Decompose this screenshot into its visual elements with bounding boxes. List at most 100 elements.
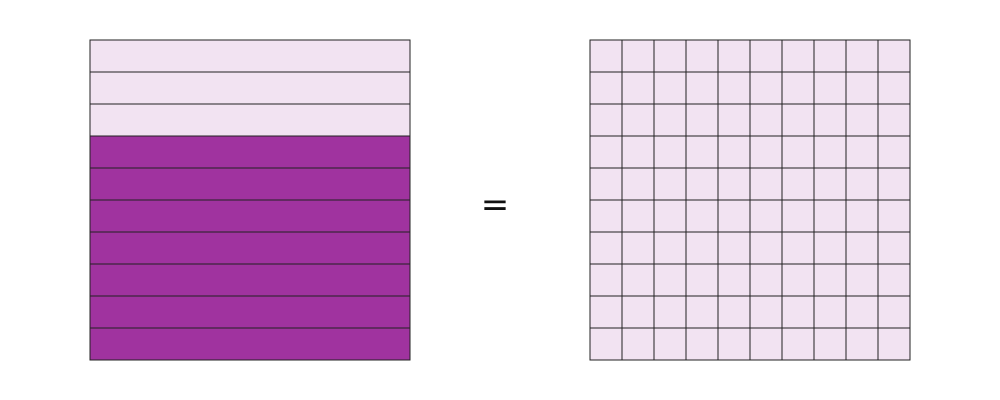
grid-cell bbox=[653, 39, 687, 73]
unshaded-strip bbox=[89, 103, 411, 137]
grid-cell bbox=[749, 263, 783, 297]
grid-cell bbox=[845, 71, 879, 105]
grid-cell bbox=[749, 71, 783, 105]
grid-cell bbox=[877, 295, 911, 329]
grid-cell bbox=[653, 167, 687, 201]
grid-cell bbox=[621, 71, 655, 105]
grid-cell bbox=[813, 103, 847, 137]
grid-cell bbox=[877, 167, 911, 201]
grid-cell bbox=[717, 39, 751, 73]
grid-cell bbox=[781, 167, 815, 201]
grid-cell bbox=[845, 39, 879, 73]
grid-cell bbox=[813, 263, 847, 297]
grid-cell bbox=[717, 295, 751, 329]
grid-cell bbox=[685, 295, 719, 329]
grid-cell bbox=[877, 135, 911, 169]
grid-cell bbox=[749, 103, 783, 137]
shaded-strip bbox=[89, 199, 411, 233]
grid-cell bbox=[653, 327, 687, 361]
hundredths-grid-model bbox=[589, 39, 911, 361]
grid-cell bbox=[621, 327, 655, 361]
grid-cell bbox=[813, 231, 847, 265]
grid-cell bbox=[717, 231, 751, 265]
grid-cell bbox=[685, 71, 719, 105]
grid-cell bbox=[877, 71, 911, 105]
grid-cell bbox=[749, 135, 783, 169]
grid-cell bbox=[877, 263, 911, 297]
shaded-strip bbox=[89, 327, 411, 361]
shaded-strip bbox=[89, 295, 411, 329]
grid-cell bbox=[653, 71, 687, 105]
grid-cell bbox=[845, 103, 879, 137]
grid-cell bbox=[589, 295, 623, 329]
grid-cell bbox=[781, 71, 815, 105]
grid-cell bbox=[653, 199, 687, 233]
grid-cell bbox=[589, 231, 623, 265]
unshaded-strip bbox=[89, 39, 411, 73]
grid-cell bbox=[589, 103, 623, 137]
grid-cell bbox=[589, 71, 623, 105]
grid-cell bbox=[589, 167, 623, 201]
grid-cell bbox=[781, 135, 815, 169]
unshaded-strip bbox=[89, 71, 411, 105]
grid-cell bbox=[717, 327, 751, 361]
grid-cell bbox=[685, 263, 719, 297]
grid-cell bbox=[845, 135, 879, 169]
grid-cell bbox=[685, 103, 719, 137]
grid-cell bbox=[845, 167, 879, 201]
grid-cell bbox=[845, 327, 879, 361]
grid-cell bbox=[685, 135, 719, 169]
grid-cell bbox=[749, 231, 783, 265]
grid-cell bbox=[781, 327, 815, 361]
grid-cell bbox=[685, 39, 719, 73]
shaded-strip bbox=[89, 167, 411, 201]
grid-cell bbox=[621, 199, 655, 233]
grid-cell bbox=[621, 103, 655, 137]
grid-cell bbox=[813, 71, 847, 105]
grid-cell bbox=[717, 199, 751, 233]
grid-cell bbox=[877, 199, 911, 233]
grid-cell bbox=[813, 295, 847, 329]
shaded-strip bbox=[89, 231, 411, 265]
grid-cell bbox=[621, 295, 655, 329]
grid-cell bbox=[781, 103, 815, 137]
grid-cell bbox=[813, 135, 847, 169]
grid-cell bbox=[749, 167, 783, 201]
grid-cell bbox=[717, 167, 751, 201]
grid-cell bbox=[589, 39, 623, 73]
grid-cell bbox=[685, 231, 719, 265]
grid-cell bbox=[749, 295, 783, 329]
grid-cell bbox=[653, 263, 687, 297]
grid-cell bbox=[589, 327, 623, 361]
grid-cell bbox=[813, 199, 847, 233]
grid-cell bbox=[877, 39, 911, 73]
grid-cell bbox=[781, 231, 815, 265]
grid-cell bbox=[621, 167, 655, 201]
equals-sign: = bbox=[481, 185, 510, 225]
grid-cell bbox=[813, 327, 847, 361]
grid-cell bbox=[781, 263, 815, 297]
grid-cell bbox=[621, 263, 655, 297]
grid-cell bbox=[621, 39, 655, 73]
grid-cell bbox=[845, 199, 879, 233]
grid-cell bbox=[845, 231, 879, 265]
grid-cell bbox=[749, 39, 783, 73]
grid-cell bbox=[845, 295, 879, 329]
grid-cell bbox=[749, 327, 783, 361]
grid-cell bbox=[589, 135, 623, 169]
grid-cell bbox=[781, 199, 815, 233]
grid-cell bbox=[781, 295, 815, 329]
grid-cell bbox=[589, 263, 623, 297]
shaded-strip bbox=[89, 263, 411, 297]
grid-cell bbox=[877, 327, 911, 361]
grid-cell bbox=[845, 263, 879, 297]
grid-cell bbox=[653, 231, 687, 265]
shaded-strip bbox=[89, 135, 411, 169]
grid-cell bbox=[813, 167, 847, 201]
grid-cell bbox=[717, 263, 751, 297]
grid-cell bbox=[621, 135, 655, 169]
tenths-strip-model bbox=[89, 39, 411, 361]
grid-cell bbox=[877, 231, 911, 265]
